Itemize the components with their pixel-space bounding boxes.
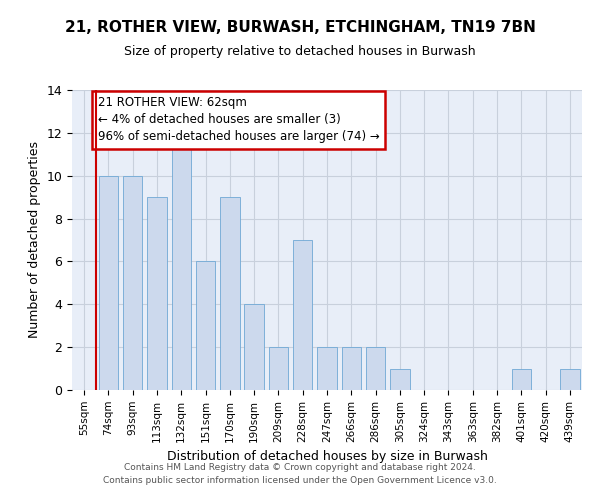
Bar	[147, 197, 167, 390]
Bar	[220, 197, 239, 390]
Bar	[99, 176, 118, 390]
Bar	[293, 240, 313, 390]
Bar	[512, 368, 531, 390]
Text: 21 ROTHER VIEW: 62sqm
← 4% of detached houses are smaller (3)
96% of semi-detach: 21 ROTHER VIEW: 62sqm ← 4% of detached h…	[97, 96, 379, 144]
Bar	[317, 347, 337, 390]
Bar	[341, 347, 361, 390]
Text: 21, ROTHER VIEW, BURWASH, ETCHINGHAM, TN19 7BN: 21, ROTHER VIEW, BURWASH, ETCHINGHAM, TN…	[65, 20, 535, 35]
Bar	[244, 304, 264, 390]
Bar	[123, 176, 142, 390]
Bar	[390, 368, 410, 390]
Text: Contains HM Land Registry data © Crown copyright and database right 2024.
Contai: Contains HM Land Registry data © Crown c…	[103, 464, 497, 485]
Bar	[172, 133, 191, 390]
Bar	[560, 368, 580, 390]
Text: Size of property relative to detached houses in Burwash: Size of property relative to detached ho…	[124, 45, 476, 58]
Bar	[196, 262, 215, 390]
Bar	[269, 347, 288, 390]
Y-axis label: Number of detached properties: Number of detached properties	[28, 142, 41, 338]
X-axis label: Distribution of detached houses by size in Burwash: Distribution of detached houses by size …	[167, 450, 487, 463]
Bar	[366, 347, 385, 390]
